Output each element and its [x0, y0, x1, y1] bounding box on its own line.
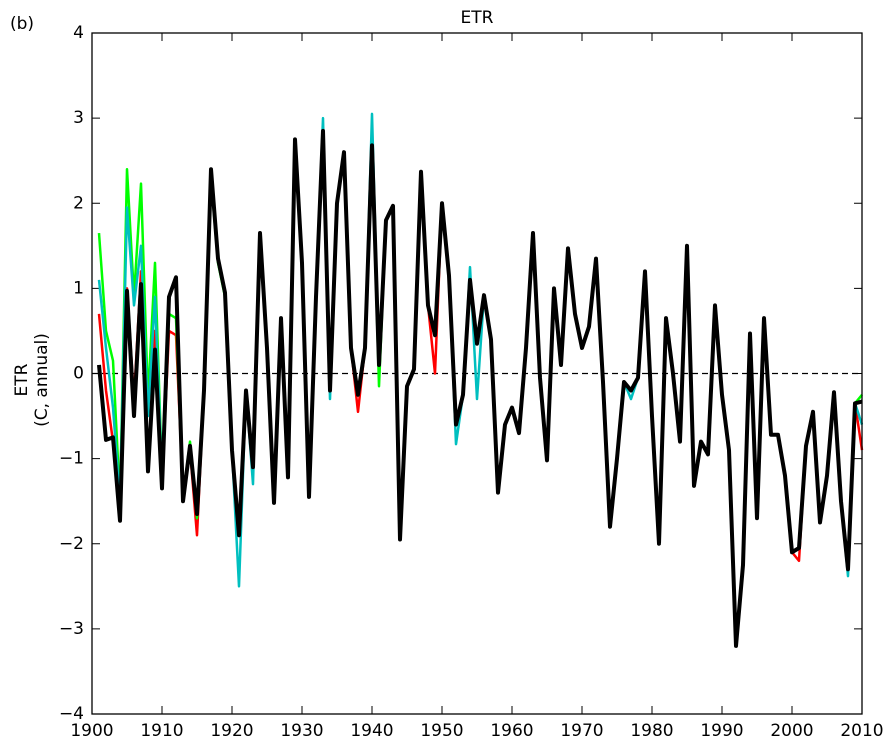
y-axis-label: (C, annual) — [32, 333, 52, 427]
x-tick-label: 1990 — [700, 721, 743, 741]
x-tick-label: 1960 — [490, 721, 533, 741]
y-axis-label: ETR — [12, 363, 32, 396]
y-tick-label: −2 — [59, 534, 84, 554]
x-tick-label: 1900 — [70, 721, 113, 741]
x-tick-label: 1940 — [350, 721, 393, 741]
y-tick-label: −4 — [59, 704, 84, 724]
y-tick-label: 2 — [73, 193, 84, 213]
plot-frame — [91, 32, 863, 715]
x-tick-label: 2010 — [840, 721, 883, 741]
y-tick-label: 4 — [73, 23, 84, 43]
x-tick-label: 1950 — [420, 721, 463, 741]
data-line — [97, 128, 863, 648]
y-tick-label: 3 — [73, 108, 84, 128]
x-tick-label: 1920 — [210, 721, 253, 741]
y-tick-label: −3 — [59, 619, 84, 639]
chart-title: ETR — [461, 8, 494, 28]
y-tick-label: 0 — [73, 364, 84, 384]
x-tick-label: 1930 — [280, 721, 323, 741]
x-tick-label: 2000 — [770, 721, 813, 741]
y-tick-label: 1 — [73, 278, 84, 298]
x-tick-label: 1910 — [140, 721, 183, 741]
panel-label: (b) — [10, 14, 34, 34]
x-tick-label: 1980 — [630, 721, 673, 741]
y-tick-label: −1 — [59, 449, 84, 469]
x-tick-label: 1970 — [560, 721, 603, 741]
